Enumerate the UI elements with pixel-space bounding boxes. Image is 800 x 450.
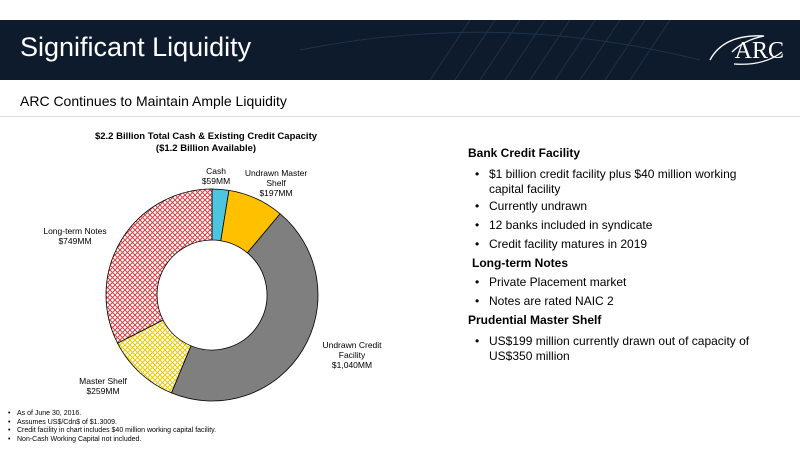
label-master-shelf: Master Shelf $259MM — [79, 376, 127, 396]
chart-title: $2.2 Billion Total Cash & Existing Credi… — [76, 131, 336, 155]
label-cash: Cash $59MM — [201, 166, 231, 186]
notes-bullet-1: • Private Placement market — [475, 275, 627, 289]
arc-logo-swoosh — [709, 35, 783, 65]
label-undrawn-master-shelf: Undrawn Master Shelf $197MM — [244, 168, 308, 198]
footnote-3: • Credit facility in chart includes $40 m… — [8, 427, 217, 434]
arc-logo-text: ARC — [734, 38, 784, 64]
long-term-notes-heading: Long-term Notes — [472, 256, 568, 270]
page-subtitle: ARC Continues to Maintain Ample Liquidit… — [20, 93, 287, 109]
label-long-term-notes: Long-term Notes $749MM — [43, 226, 107, 246]
footnote-2: • Assumes US$/Cdn$ of $1.3009. — [8, 418, 118, 426]
slice-undrawn-credit-facility — [170, 213, 319, 402]
divider — [0, 116, 800, 117]
bank-bullet-2: • Currently undrawn — [475, 199, 588, 213]
label-undrawn-credit-facility: Undrawn Credit Facility $1,040MM — [322, 340, 382, 370]
prudential-heading: Prudential Master Shelf — [468, 313, 602, 327]
notes-bullet-2: • Notes are rated NAIC 2 — [475, 294, 614, 308]
page-title: Significant Liquidity — [20, 32, 252, 62]
bank-credit-heading: Bank Credit Facility — [468, 146, 581, 160]
slice-long-term-notes — [105, 188, 213, 344]
bank-bullet-3: • 12 banks included in syndicate — [475, 218, 653, 232]
footnote-4: • Non-Cash Working Capital not included. — [8, 435, 142, 443]
chart-title-line2: ($1.2 Billion Available) — [155, 143, 257, 154]
chart-title-line1: $2.2 Billion Total Cash & Existing Credi… — [94, 131, 318, 142]
shelf-bullet-1: • US$199 million currently drawn out of … — [475, 334, 750, 363]
header-decoration — [299, 20, 701, 80]
donut-slices — [105, 188, 319, 402]
bank-bullet-1: • $1 billion credit facility plus $40 mi… — [475, 167, 737, 196]
bank-bullet-4: • Credit facility matures in 2019 — [475, 237, 648, 251]
header-bar: Significant Liquidity ARC — [0, 20, 800, 80]
footnotes: • As of June 30, 2016. • Assumes US$/Cdn$ … — [8, 410, 216, 444]
footnote-1: • As of June 30, 2016. — [8, 410, 82, 417]
